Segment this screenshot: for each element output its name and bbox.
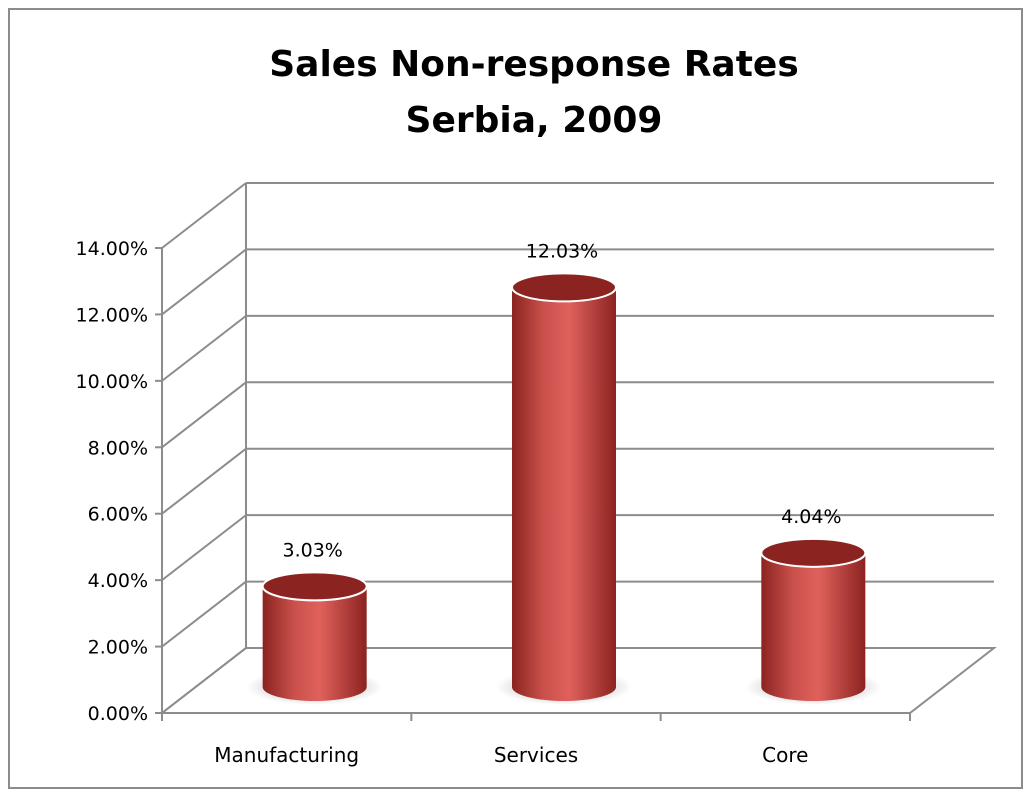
y-tick-label: 14.00%	[76, 238, 148, 260]
axes	[155, 247, 911, 721]
y-tick-labels: 0.00% 2.00% 4.00% 6.00% 8.00% 10.00% 12.00% 14.…	[76, 238, 148, 725]
y-tick-label: 10.00%	[76, 371, 148, 393]
y-tick-label: 2.00%	[88, 637, 148, 659]
chart-title-line-2: Serbia, 2009	[406, 100, 663, 141]
data-label: 4.04%	[781, 506, 841, 528]
side-gridline	[161, 381, 247, 449]
y-tick-label: 0.00%	[88, 703, 148, 725]
side-gridline	[161, 514, 247, 581]
bar	[512, 287, 616, 701]
gridlines	[159, 182, 997, 714]
side-gridline	[161, 580, 247, 648]
bar-top	[760, 537, 867, 568]
chart-title-line-1: Sales Non-response Rates	[269, 44, 799, 85]
category-labels: Manufacturing Services Core	[214, 743, 808, 767]
side-gridline	[161, 447, 247, 515]
y-tick-label: 4.00%	[88, 570, 148, 592]
chart-area: Sales Non-response Rates Serbia, 2009 0.…	[8, 8, 1023, 789]
bar-top	[511, 272, 617, 303]
data-label: 12.03%	[526, 240, 598, 262]
category-label: Manufacturing	[214, 743, 359, 767]
side-gridline	[161, 315, 247, 382]
category-label: Core	[762, 743, 808, 767]
bar	[262, 586, 367, 701]
side-gridline	[161, 182, 247, 249]
chart-svg: Sales Non-response Rates Serbia, 2009 0.…	[76, 44, 997, 767]
data-label: 3.03%	[282, 539, 342, 561]
y-tick-label: 12.00%	[76, 304, 148, 326]
side-gridline	[161, 248, 247, 316]
bars	[246, 272, 882, 705]
y-tick-label: 6.00%	[88, 504, 148, 526]
category-label: Services	[494, 743, 578, 767]
chart-title: Sales Non-response Rates Serbia, 2009	[269, 44, 799, 141]
bar-top	[261, 571, 368, 602]
bar	[761, 552, 866, 701]
data-labels: 3.03% 12.03% 4.04%	[282, 240, 841, 561]
y-tick-label: 8.00%	[88, 437, 148, 459]
